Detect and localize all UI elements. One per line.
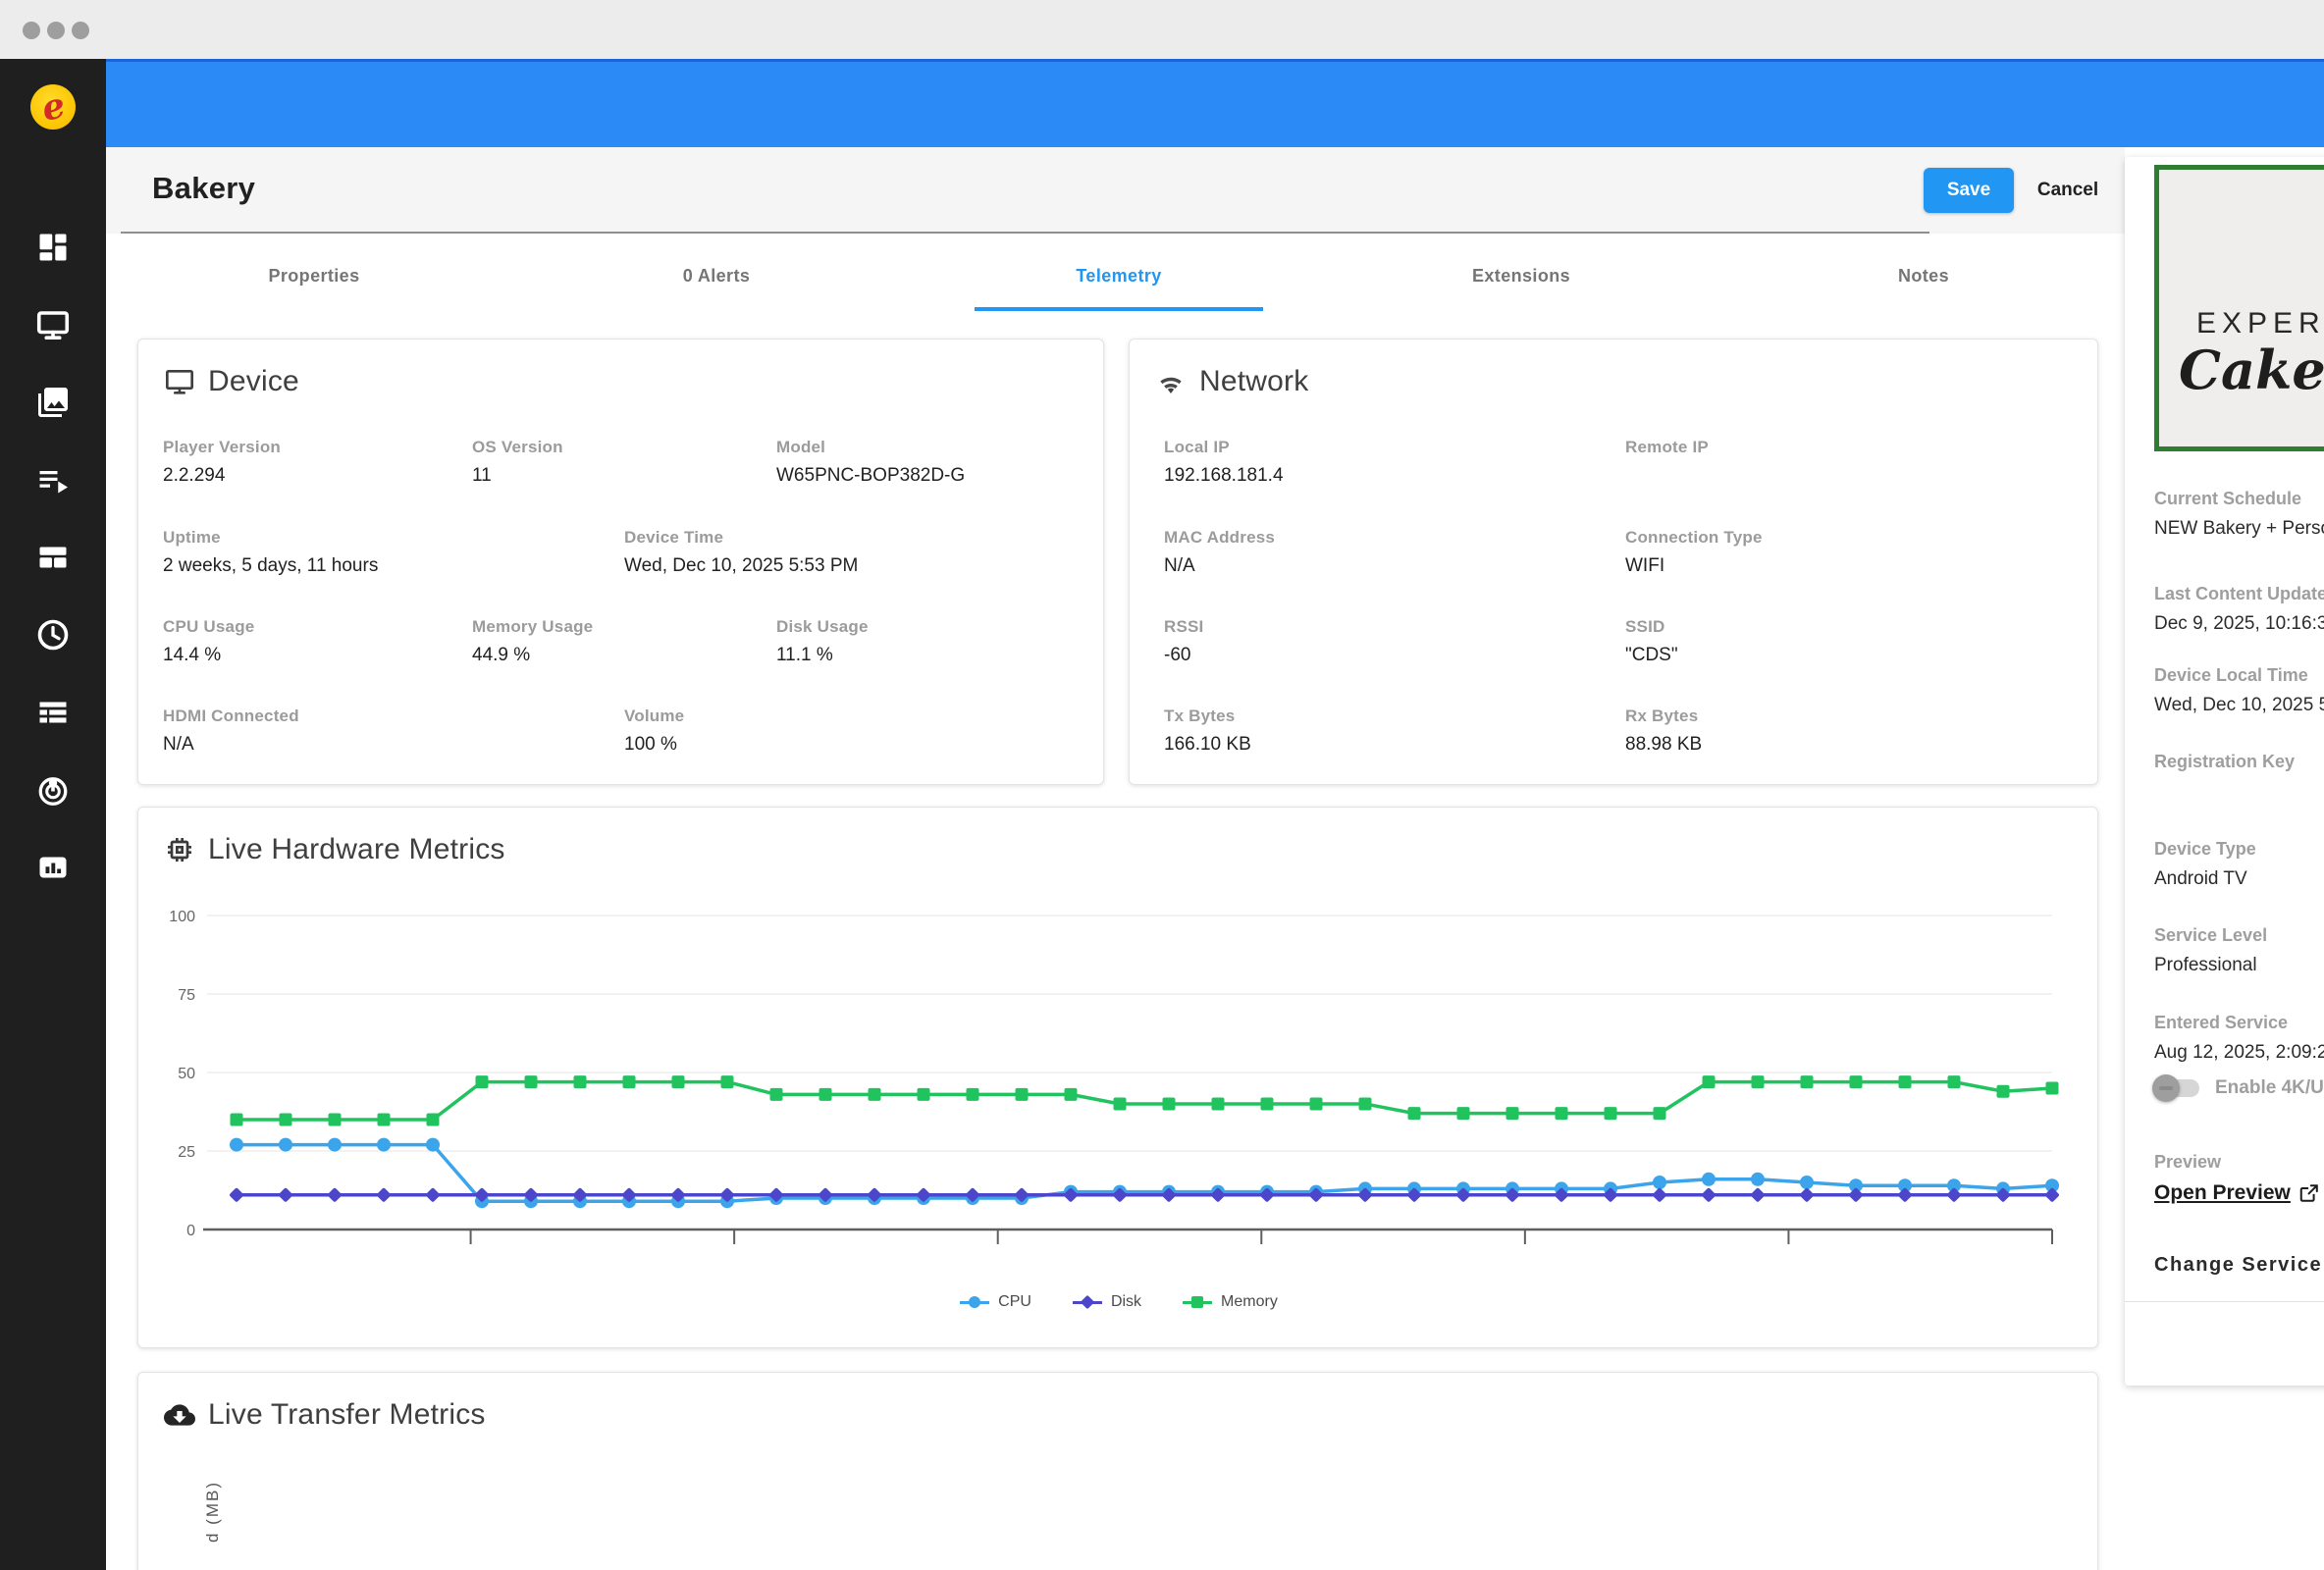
svg-text:50: 50 [178,1066,195,1082]
app-logo[interactable]: e [30,84,76,130]
tab-bar: Properties 0 Alerts Telemetry Extensions… [113,240,2125,311]
field-rssi: RSSI -60 [1164,617,1204,665]
field-tx-bytes: Tx Bytes 166.10 KB [1164,706,1251,755]
device-screenshot-preview[interactable]: EXPERT Cake [2154,165,2324,451]
preview-section-label: Preview [2154,1152,2222,1172]
monitor-icon [166,370,193,394]
field-local-ip: Local IP 192.168.181.4 [1164,438,1284,486]
sidebar-item-media-library[interactable] [35,385,71,420]
field-ssid: SSID "CDS" [1625,617,1678,665]
tab-telemetry[interactable]: Telemetry [918,240,1320,311]
svg-text:0: 0 [186,1223,195,1239]
field-device-time: Device Time Wed, Dec 10, 2025 5:53 PM [624,528,859,576]
external-link-icon [2299,1184,2318,1202]
list-icon [39,702,67,723]
sidebar: e [0,59,106,1570]
legend-item-memory: Memory [1183,1293,1278,1311]
photo-library-icon [38,388,68,417]
legend-item-cpu: CPU [960,1293,1031,1311]
disk-legend-icon [1072,1294,1102,1310]
sidebar-item-screens[interactable] [35,307,71,342]
field-device-local-time: Device Local Time Wed, Dec 10, 2025 5 [2154,665,2324,715]
device-card: Device Player Version 2.2.294 OS Version 1… [137,339,1104,785]
field-uptime: Uptime 2 weeks, 5 days, 11 hours [163,528,379,576]
chart-legend: CPU Disk Memory [138,1293,2099,1311]
bar-chart-icon [39,857,67,878]
field-service-level: Service Level Professional [2154,925,2268,975]
legend-item-disk: Disk [1072,1293,1141,1311]
change-service-level-button[interactable]: Change Service L [2154,1254,2324,1277]
sidebar-item-schedules[interactable] [35,617,71,653]
field-cpu-usage: CPU Usage 14.4 % [163,617,255,665]
page-title: Bakery [152,171,256,205]
dashboard-icon [39,234,67,261]
tab-properties[interactable]: Properties [268,265,360,286]
memory-legend-icon [1183,1295,1213,1309]
open-preview-link[interactable]: Open Preview [2154,1181,2320,1205]
transfer-metrics-title: Live Transfer Metrics [164,1398,486,1432]
field-model: Model W65PNC-BOP382D-G [776,438,966,486]
field-device-type: Device Type Android TV [2154,839,2256,889]
field-registration-key: Registration Key [2154,752,2296,771]
hardware-metrics-chart: 0 25 50 75 100 [169,909,2059,1244]
window-control-icon[interactable] [47,22,65,39]
svg-text:100: 100 [169,909,195,925]
field-memory-usage: Memory Usage 44.9 % [472,617,594,665]
field-last-content-update: Last Content Update Dec 9, 2025, 10:16:3 [2154,584,2324,634]
field-hdmi-connected: HDMI Connected N/A [163,706,299,755]
field-volume: Volume 100 % [624,706,685,755]
field-rx-bytes: Rx Bytes 88.98 KB [1625,706,1703,755]
cpu-legend-icon [960,1295,990,1309]
tab-alerts[interactable]: 0 Alerts [682,265,751,286]
app-topbar [106,59,2324,147]
window-control-icon[interactable] [72,22,89,39]
header-divider [121,232,1929,234]
transfer-metrics-card: Live Transfer Metrics d (MB) [137,1372,2098,1570]
sidebar-item-layouts[interactable] [35,540,71,575]
device-card-title: Device [164,365,299,398]
field-connection-type: Connection Type WIFI [1625,528,1763,576]
window-control-icon[interactable] [23,22,40,39]
field-mac-address: MAC Address N/A [1164,528,1276,576]
screen-icon [36,311,70,340]
sidebar-item-controls[interactable] [35,772,71,808]
preview-text: EXPERT [2196,307,2324,340]
network-card-title: Network [1155,365,1308,398]
playlist-play-icon [39,471,68,494]
svg-text:75: 75 [178,987,195,1004]
field-os-version: OS Version 11 [472,438,563,486]
wifi-icon [1160,377,1182,393]
field-player-version: Player Version 2.2.294 [163,438,281,486]
preview-text: Cake [2179,339,2324,401]
cloud-download-icon [164,1404,195,1426]
joystick-icon [38,777,68,806]
clock-icon [37,619,69,651]
page-header: Bakery Save Cancel [106,147,2125,234]
cancel-button[interactable]: Cancel [2024,168,2112,213]
sidebar-item-lists[interactable] [35,695,71,730]
layout-icon [39,547,67,568]
svg-text:25: 25 [178,1144,195,1161]
sidebar-item-dashboard[interactable] [35,230,71,265]
chip-icon [168,838,191,862]
transfer-chart-ylabel: d (MB) [203,1481,222,1543]
sidebar-item-reports[interactable] [35,850,71,885]
toggle-track-icon [2152,1074,2199,1102]
tab-extensions[interactable]: Extensions [1471,265,1571,286]
field-entered-service: Entered Service Aug 12, 2025, 2:09:2 [2154,1013,2324,1063]
hardware-metrics-card: Live Hardware Metrics 0 25 50 75 100 CPU Dis… [137,807,2098,1348]
panel-divider [2125,1301,2324,1302]
window-titlebar [0,0,2324,59]
field-disk-usage: Disk Usage 11.1 % [776,617,869,665]
field-remote-ip: Remote IP [1625,438,1709,456]
field-current-schedule: Current Schedule NEW Bakery + Perso [2154,489,2324,539]
tab-notes[interactable]: Notes [1897,265,1949,286]
save-button[interactable]: Save [1924,168,2014,213]
network-card: Network Local IP 192.168.181.4 Remote IP … [1129,339,2098,785]
enable-4k-toggle[interactable]: Enable 4K/UH [2152,1074,2324,1102]
hardware-metrics-title: Live Hardware Metrics [164,833,505,866]
sidebar-item-playlists[interactable] [35,462,71,497]
